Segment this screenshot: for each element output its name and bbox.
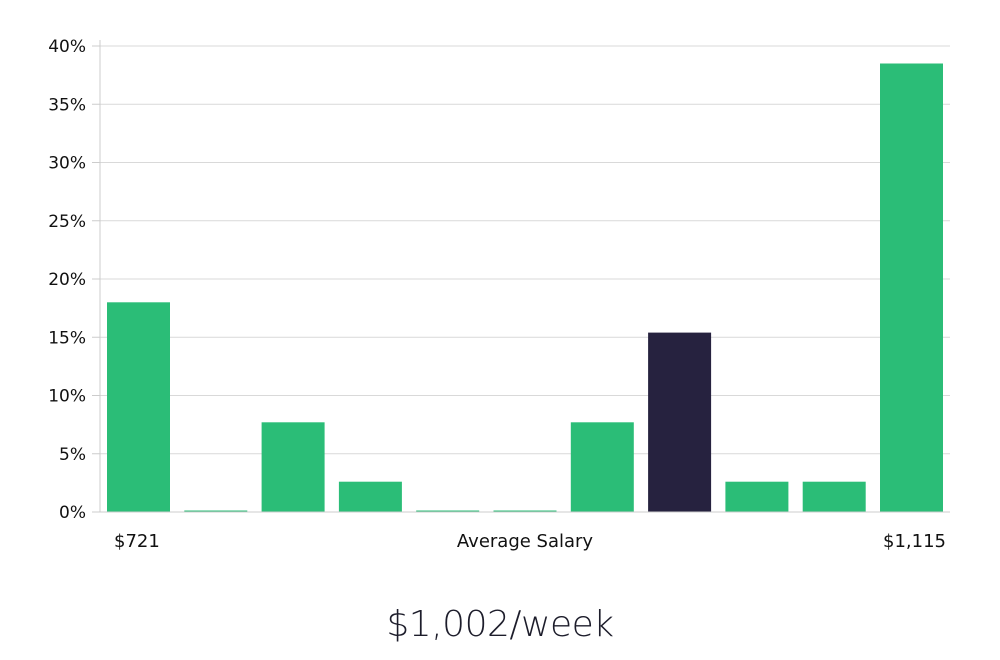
x-axis-label: Average Salary — [457, 531, 594, 552]
y-axis-ticks: 0% 5% 10% 15% 20% 25% 30% 35% 40% — [48, 37, 100, 523]
bar — [570, 422, 634, 512]
bar — [184, 510, 248, 512]
average-salary-value: $1,002/week — [386, 604, 614, 645]
y-tick-label: 0% — [59, 503, 86, 523]
y-tick-label: 10% — [48, 387, 86, 407]
bar — [725, 481, 789, 512]
bar — [261, 422, 325, 512]
y-tick-label: 15% — [48, 328, 86, 348]
bar — [338, 481, 402, 512]
y-tick-label: 35% — [48, 95, 86, 115]
x-min-label: $721 — [114, 531, 160, 552]
x-max-label: $1,115 — [883, 531, 946, 552]
bar — [880, 63, 943, 512]
y-tick-label: 5% — [59, 445, 86, 465]
bar — [416, 510, 480, 512]
y-tick-label: 40% — [48, 37, 86, 57]
y-tick-label: 30% — [48, 154, 86, 174]
grid-layer — [100, 45, 950, 455]
bar — [493, 510, 557, 512]
bar-highlighted — [648, 332, 712, 512]
salary-histogram-chart: 0% 5% 10% 15% 20% 25% 30% 35% 40% $721 Average S… — [48, 37, 950, 552]
bar — [107, 302, 170, 512]
bars — [107, 63, 943, 512]
y-tick-label: 25% — [48, 212, 86, 232]
bar — [802, 481, 866, 512]
y-tick-label: 20% — [48, 270, 86, 290]
